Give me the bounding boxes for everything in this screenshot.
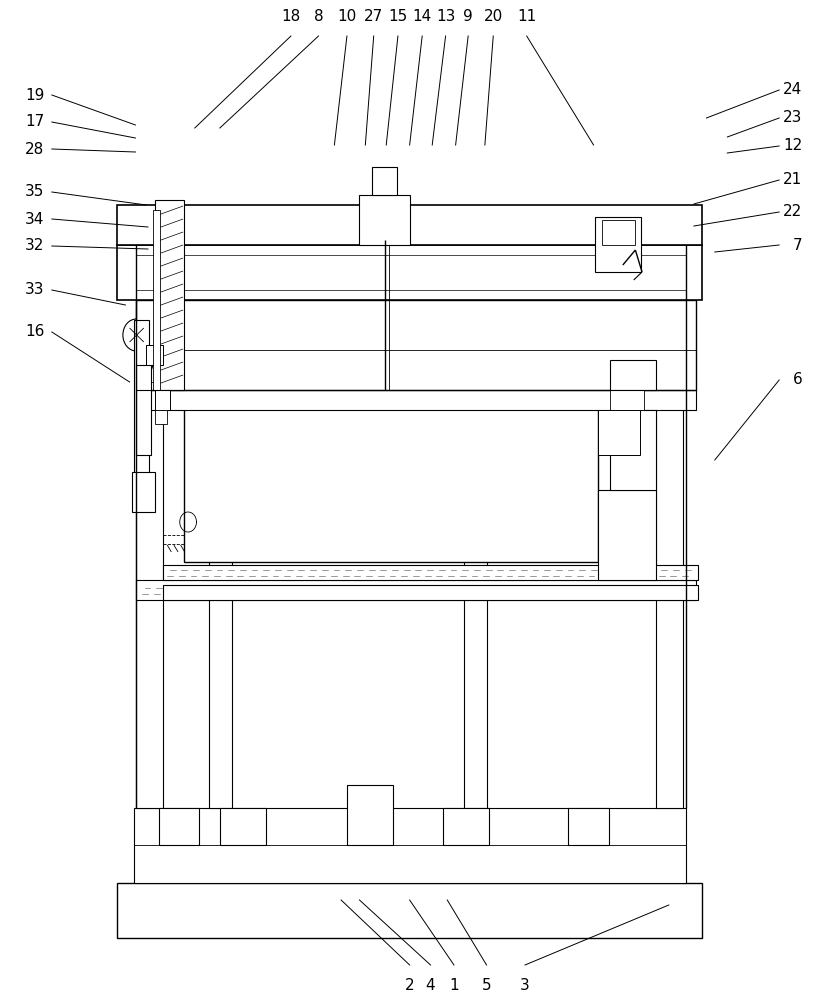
- Bar: [347, 785, 393, 845]
- Bar: [117, 205, 702, 245]
- Text: 15: 15: [388, 9, 408, 24]
- Bar: [136, 365, 151, 455]
- Text: 13: 13: [436, 9, 456, 24]
- Bar: [134, 320, 149, 510]
- Bar: [598, 410, 640, 455]
- Text: 27: 27: [364, 9, 384, 24]
- Bar: [209, 308, 232, 808]
- Text: 35: 35: [25, 184, 44, 200]
- Text: 9: 9: [463, 9, 473, 24]
- Text: 3: 3: [520, 978, 530, 993]
- Text: 4: 4: [426, 978, 436, 993]
- Text: 24: 24: [783, 83, 803, 98]
- Bar: [117, 883, 702, 938]
- Bar: [568, 808, 609, 845]
- Text: 11: 11: [517, 9, 537, 24]
- Text: 17: 17: [25, 114, 44, 129]
- Bar: [443, 808, 489, 845]
- Bar: [595, 217, 641, 272]
- Bar: [155, 410, 167, 424]
- Text: 14: 14: [412, 9, 432, 24]
- Bar: [163, 585, 698, 600]
- Bar: [598, 490, 656, 580]
- Bar: [136, 580, 696, 600]
- Bar: [146, 365, 159, 382]
- Bar: [602, 220, 635, 245]
- Bar: [159, 808, 199, 845]
- Text: 33: 33: [25, 282, 44, 298]
- Bar: [136, 308, 163, 808]
- Bar: [132, 472, 155, 512]
- Text: 34: 34: [25, 212, 44, 227]
- Bar: [163, 565, 698, 580]
- Text: 8: 8: [314, 9, 324, 24]
- Text: 6: 6: [793, 372, 803, 387]
- Text: 12: 12: [783, 138, 803, 153]
- Text: 2: 2: [405, 978, 415, 993]
- Text: 32: 32: [25, 238, 44, 253]
- Bar: [184, 407, 598, 562]
- Bar: [136, 300, 696, 390]
- Bar: [220, 808, 266, 845]
- Text: 28: 28: [25, 141, 44, 156]
- Bar: [146, 345, 163, 365]
- Text: 16: 16: [25, 324, 44, 340]
- Text: 1: 1: [449, 978, 459, 993]
- Bar: [155, 390, 170, 410]
- Text: 19: 19: [25, 88, 44, 103]
- Text: 21: 21: [783, 172, 803, 188]
- Text: 10: 10: [337, 9, 357, 24]
- Bar: [610, 360, 656, 390]
- Bar: [134, 808, 686, 883]
- Bar: [117, 245, 702, 300]
- Text: 5: 5: [482, 978, 492, 993]
- Bar: [155, 200, 184, 390]
- Bar: [153, 210, 160, 390]
- Text: 18: 18: [281, 9, 301, 24]
- Text: 20: 20: [483, 9, 503, 24]
- Bar: [610, 410, 656, 490]
- Bar: [610, 390, 644, 410]
- Bar: [372, 167, 397, 195]
- Text: 23: 23: [783, 110, 803, 125]
- Bar: [656, 308, 683, 808]
- Bar: [136, 390, 696, 410]
- Text: 7: 7: [793, 237, 803, 252]
- Bar: [464, 308, 487, 808]
- Text: 22: 22: [783, 205, 803, 220]
- Bar: [359, 195, 410, 245]
